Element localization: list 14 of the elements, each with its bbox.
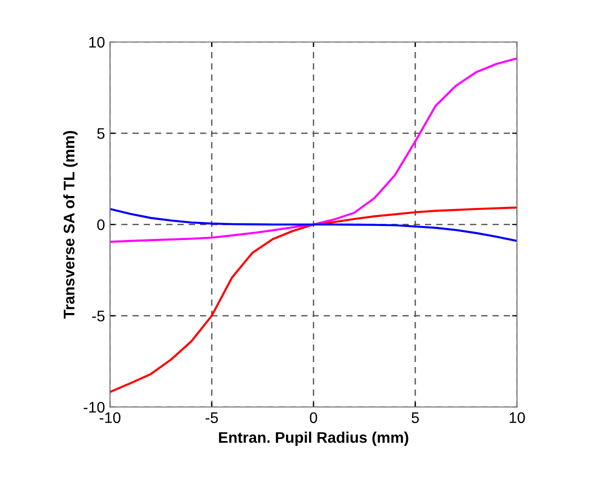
line-series	[110, 206, 517, 394]
x-tick-label: -5	[206, 412, 218, 424]
y-tick-label: 0	[97, 219, 105, 230]
y-tick-label: 5	[97, 128, 104, 139]
x-tick-label: 5	[412, 412, 419, 424]
line-series	[110, 57, 517, 243]
x-axis-title: Entran. Pupil Radius (mm)	[219, 432, 408, 446]
y-tick-label: 10	[89, 36, 105, 48]
y-tick-label: -5	[92, 310, 104, 322]
y-axis-title: Transverse SA of TL (mm)	[63, 131, 78, 319]
line-series	[110, 208, 517, 242]
x-tick-label: 0	[310, 412, 318, 424]
y-tick-label: -10	[84, 402, 105, 413]
x-tick-label: 10	[510, 412, 525, 424]
